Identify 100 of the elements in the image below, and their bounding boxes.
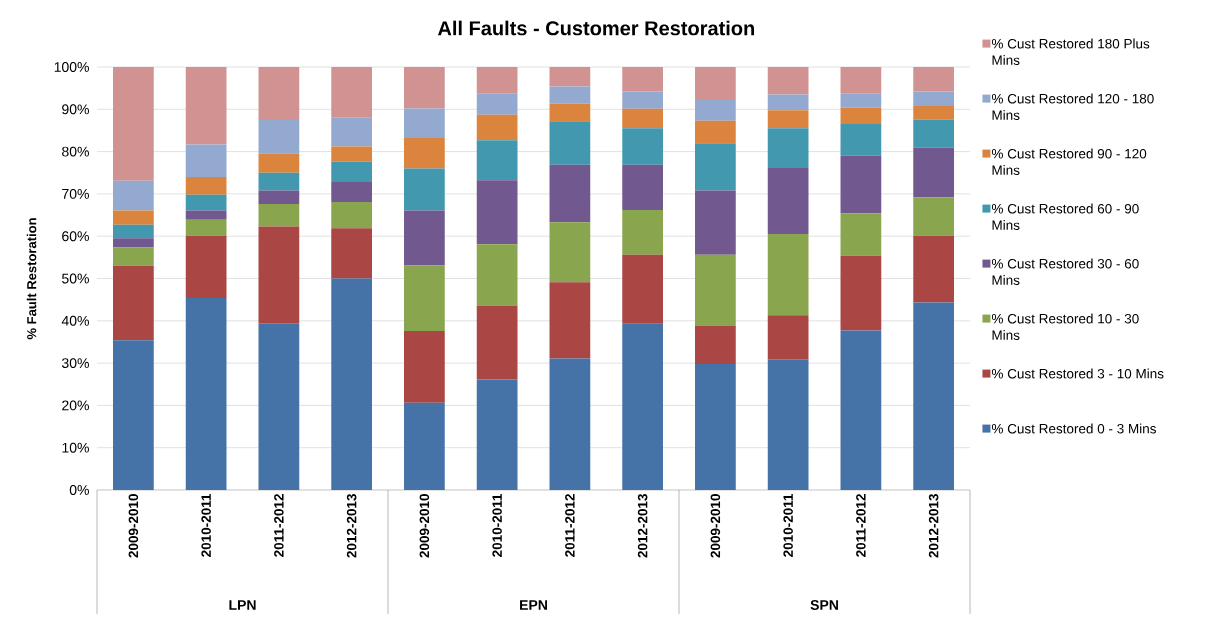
legend-label: % Cust Restored 0 - 3 Mins [991,423,1156,434]
bar [695,254,736,326]
bar [695,143,736,191]
bar [695,190,736,255]
bar [695,363,736,490]
bar [622,91,663,109]
bar [549,164,591,223]
bar [331,228,372,279]
bar [113,180,154,211]
bar [331,67,372,118]
bar [840,155,882,214]
x-tick-label: 2009-2010 [710,494,721,558]
bar [767,168,809,235]
y-tick-label: 30% [61,358,89,369]
text: EPN [520,600,547,610]
y-tick-label: 60% [62,231,89,242]
legend-label: % Cust Restored 30 - 60 Mins [991,258,1139,285]
bar [404,138,445,169]
bar [113,340,154,490]
bar [476,305,518,380]
legend-label: % Cust Restored 3 - 10 Mins [991,368,1164,379]
bar [113,210,154,225]
y-axis-title: % Fault Restoration [26,218,37,340]
bar [840,330,882,490]
y-tick-label: 50% [62,273,89,284]
x-tick-label: 2010-2011 [201,493,211,557]
bar [404,168,445,211]
bar [913,67,955,92]
bar [331,182,372,202]
x-tick-label: 2011-2012 [565,494,575,557]
bar [913,147,955,198]
bar [549,103,591,122]
bar [913,105,955,120]
bar [840,67,882,94]
bar [258,323,300,490]
bar [622,67,663,92]
legend-label: % Cust Restored 120 - 180 Mins [991,93,1154,120]
bar [767,234,809,316]
bar [622,209,663,255]
legend-label: % Cust Restored 180 Plus Mins [991,38,1150,65]
bar [185,176,227,195]
bar [113,238,154,248]
x-tick-label: 2010-2011 [783,493,793,557]
bar [913,302,955,490]
bar [840,213,882,256]
text: LPN [229,600,256,610]
x-tick-label: 2012-2013 [637,494,648,558]
x-tick-label: 2012-2013 [928,494,939,558]
y-tick-label: 70% [62,188,89,199]
bar [404,210,445,266]
y-tick-label: 40% [61,315,89,326]
bar [622,254,663,324]
bar [767,359,809,490]
legend-label: % Cust Restored 60 - 90 Mins [991,203,1139,230]
bar [258,204,300,227]
bar [622,164,663,210]
bar [695,325,736,364]
bar [767,94,809,111]
y-tick-label: 100% [54,62,89,72]
bar [622,128,663,165]
bar [476,180,518,245]
bar [476,114,518,141]
bar [185,194,227,211]
x-tick-label: 2012-2013 [346,494,357,558]
bar [767,128,809,169]
bar [913,197,955,236]
bar [476,140,518,181]
bar [549,86,591,104]
bar [113,247,154,266]
bar [840,93,882,108]
bar [331,201,372,229]
x-tick-label: 2011-2012 [274,494,284,557]
y-tick-label: 80% [62,146,89,157]
bar [113,224,154,239]
bar [913,91,955,106]
bar [404,108,445,139]
bar [549,121,591,165]
bar [185,219,227,236]
bar [258,172,300,191]
bar [185,210,227,220]
bar [404,67,445,109]
bar [767,67,809,95]
bar [549,282,591,359]
bar [113,265,154,341]
bar [476,67,518,94]
bar [113,67,154,181]
bar [840,107,882,125]
text: SPN [810,600,838,610]
x-tick-label: 2011-2012 [856,494,866,557]
y-tick-label: 0% [69,485,89,495]
bar [549,67,591,87]
legend-label: % Cust Restored 90 - 120 Mins [991,148,1147,175]
bar [185,235,227,298]
bar [185,297,227,490]
x-tick-label: 2009-2010 [419,494,430,558]
y-tick-label: 10% [62,442,89,453]
bar [185,144,227,177]
bar [913,235,955,303]
bar [695,67,736,100]
x-tick-label: 2009-2010 [128,494,139,558]
